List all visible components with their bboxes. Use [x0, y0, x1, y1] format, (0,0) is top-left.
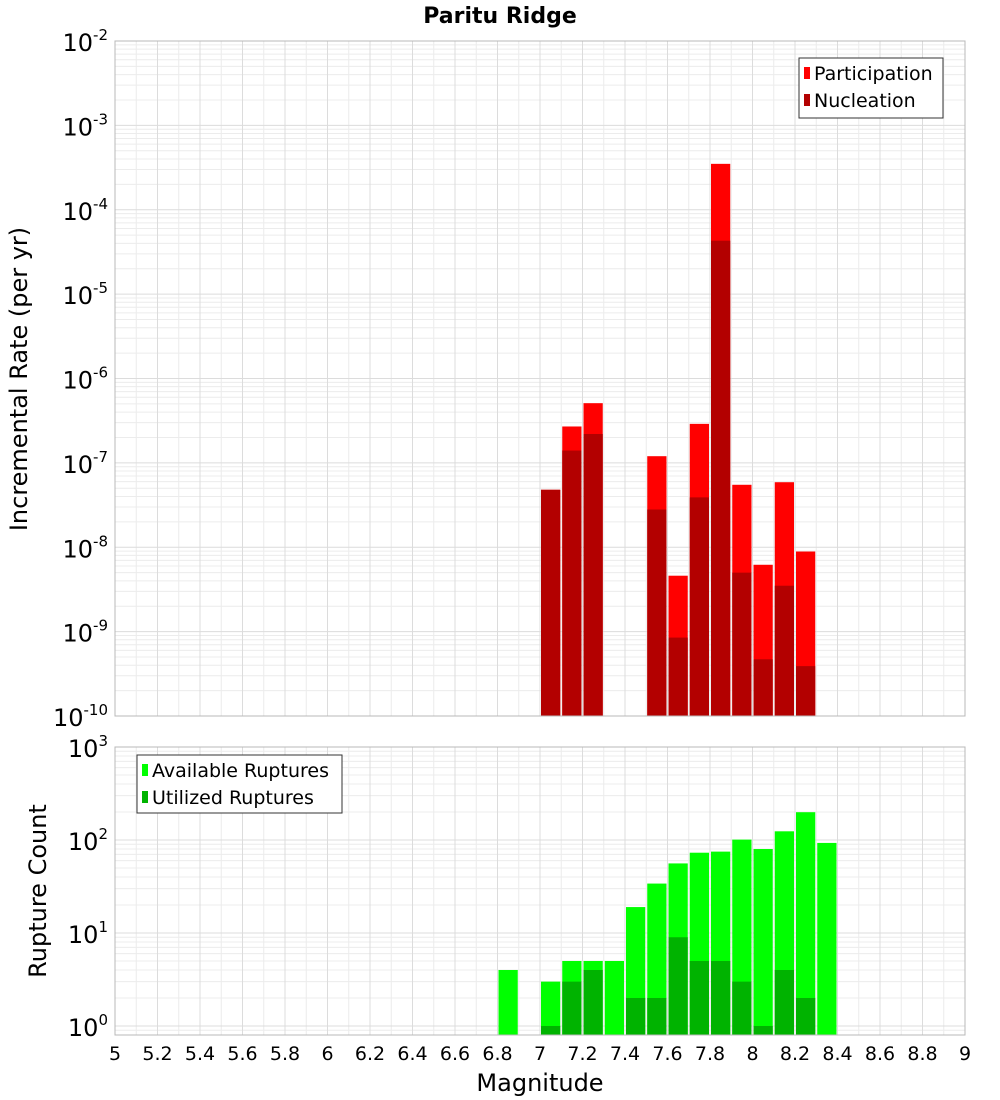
x-tick-label: 8.4	[822, 1043, 852, 1065]
bar-available-ruptures	[817, 842, 837, 1035]
bar-utilized-ruptures	[626, 997, 646, 1035]
y-tick-label: 10-10	[53, 701, 108, 732]
y-tick-label: 10-9	[62, 617, 108, 648]
bar-utilized-ruptures	[583, 969, 603, 1035]
y-tick-label: 10-6	[62, 364, 108, 395]
y-tick-label: 10-2	[62, 26, 108, 57]
x-tick-label: 7.8	[695, 1043, 725, 1065]
bar-nucleation	[796, 666, 816, 716]
y-tick-label: 101	[68, 918, 108, 949]
bar-available-ruptures	[604, 960, 624, 1035]
legend-swatch	[142, 791, 148, 803]
legend-label: Available Ruptures	[152, 760, 329, 782]
x-tick-label: 7.6	[652, 1043, 682, 1065]
legend-label: Nucleation	[814, 90, 916, 112]
x-tick-label: 6.6	[440, 1043, 470, 1065]
bar-nucleation	[689, 497, 709, 716]
x-tick-label: 6.8	[482, 1043, 512, 1065]
bar-nucleation	[753, 659, 773, 716]
bar-utilized-ruptures	[647, 997, 667, 1035]
chart-legend: Available Ruptures Utilized Ruptures	[136, 754, 343, 814]
bar-utilized-ruptures	[732, 981, 752, 1035]
bar-utilized-ruptures	[689, 960, 709, 1035]
bar-available-ruptures	[541, 981, 561, 1035]
bar-nucleation	[647, 509, 667, 716]
y-tick-label: 102	[68, 825, 108, 856]
bar-available-ruptures	[498, 969, 518, 1035]
top-y-axis-label: Incremental Rate (per yr)	[5, 227, 33, 531]
legend-label: Utilized Ruptures	[152, 787, 314, 809]
bar-utilized-ruptures	[774, 969, 794, 1035]
legend-box	[136, 754, 343, 814]
bar-utilized-ruptures	[796, 997, 816, 1035]
x-tick-label: 8	[746, 1043, 758, 1065]
plot-frame	[114, 746, 966, 1036]
x-tick-label: 5.6	[227, 1043, 257, 1065]
legend-label: Participation	[814, 63, 933, 85]
x-tick-label: 6	[321, 1043, 333, 1065]
x-tick-label: 8.8	[907, 1043, 937, 1065]
bar-available-ruptures	[796, 812, 816, 1035]
bar-utilized-ruptures	[541, 1025, 561, 1035]
bar-nucleation	[668, 637, 688, 716]
legend-swatch	[804, 94, 810, 106]
bar-nucleation	[562, 450, 582, 716]
x-tick-label: 5	[109, 1043, 121, 1065]
x-tick-label: 6.2	[355, 1043, 385, 1065]
bar-available-ruptures	[753, 849, 773, 1035]
x-tick-label: 5.8	[270, 1043, 300, 1065]
x-tick-label: 6.4	[397, 1043, 427, 1065]
y-tick-label: 10-5	[62, 279, 108, 310]
bar-nucleation	[732, 572, 752, 716]
y-tick-label: 10-3	[62, 110, 108, 141]
bar-nucleation	[583, 433, 603, 716]
x-tick-label: 5.4	[185, 1043, 215, 1065]
x-tick-label: 7.4	[610, 1043, 640, 1065]
plot-panel-1: 10-10 10-9 10-8 10-7 10-6 10-5 10-4 10-3 10-2 Par…	[53, 26, 966, 732]
chart-legend: Participation Nucleation	[798, 57, 944, 119]
y-tick-label: 10-4	[62, 195, 108, 226]
bottom-y-axis-label: Rupture Count	[24, 804, 52, 978]
legend-box	[798, 57, 944, 119]
legend-swatch	[142, 764, 148, 776]
legend-swatch	[804, 67, 810, 79]
x-tick-label: 9	[959, 1043, 971, 1065]
bar-utilized-ruptures	[711, 960, 731, 1035]
x-tick-label: 8.6	[865, 1043, 895, 1065]
x-tick-label: 7.2	[567, 1043, 597, 1065]
bar-utilized-ruptures	[562, 981, 582, 1035]
x-tick-label: 8.2	[780, 1043, 810, 1065]
bar-nucleation	[774, 585, 794, 716]
x-tick-label: 5.2	[142, 1043, 172, 1065]
plot-frame	[114, 40, 966, 717]
bar-utilized-ruptures	[753, 1025, 773, 1035]
bar-nucleation	[711, 240, 731, 717]
y-tick-label: 100	[68, 1011, 108, 1042]
chart-title: Paritu Ridge	[423, 4, 577, 29]
x-axis-label: Magnitude	[476, 1069, 603, 1097]
bar-utilized-ruptures	[668, 937, 688, 1035]
x-tick-label: 7	[534, 1043, 546, 1065]
plot-panel-2: 100 101 102 103 Available Ruptures Utilized R…	[68, 732, 966, 1042]
bar-available-ruptures	[647, 883, 667, 1035]
y-tick-label: 10-8	[62, 532, 108, 563]
y-tick-label: 103	[68, 732, 108, 763]
y-tick-label: 10-7	[62, 448, 108, 479]
bar-nucleation	[541, 489, 561, 716]
